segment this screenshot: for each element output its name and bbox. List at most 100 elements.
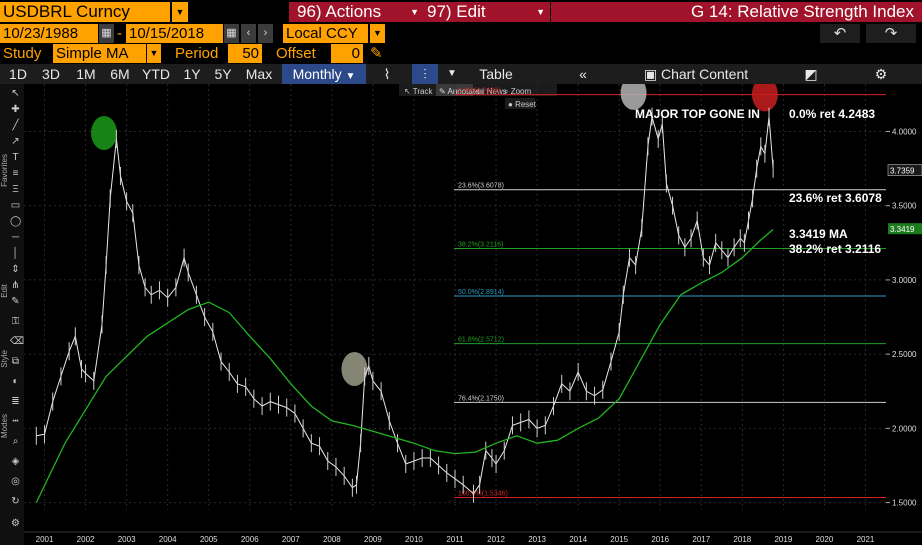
start-date-field[interactable]: 10/23/1988: [0, 24, 98, 43]
x-tick-label: 2017: [692, 535, 710, 544]
snapshot-icon[interactable]: ◎: [11, 476, 20, 487]
reset-label: Reset: [515, 100, 537, 109]
chart-content-button[interactable]: ▣ Chart Content: [636, 64, 756, 84]
track-tool[interactable]: ↖ Track: [404, 87, 433, 96]
ticker-dropdown-icon[interactable]: ▼: [172, 2, 188, 22]
x-tick-label: 2006: [241, 535, 259, 544]
redo-button[interactable]: ↷: [866, 24, 916, 43]
color-icon[interactable]: ◐: [12, 376, 19, 387]
fib-levels: 0.0%(4.2483) 23.6%(3.6078) 38.2%(3.2116) 50…: [454, 88, 886, 498]
actions-menu[interactable]: 96) Actions ▼: [289, 2, 424, 22]
crosshair-icon[interactable]: ✚: [11, 104, 20, 115]
undo-button[interactable]: ↶: [820, 24, 860, 43]
gear-icon[interactable]: ⚙: [11, 518, 20, 529]
frequency-dropdown[interactable]: Monthly ▼: [282, 64, 366, 84]
calendar-icon[interactable]: ▦: [224, 24, 239, 43]
x-tick-label: 2020: [816, 535, 834, 544]
ret-236-label: 23.6% ret 3.6078: [789, 191, 882, 205]
line-chart-icon[interactable]: ⌇: [383, 66, 391, 82]
zoom-tool[interactable]: ⌕ Zoom: [504, 87, 531, 96]
y-tick-label: 2.5000: [892, 350, 917, 359]
pitchfork-icon[interactable]: ⋔: [11, 280, 20, 291]
cursor-icon[interactable]: ↖: [11, 88, 20, 99]
function-title: G 14: Relative Strength Index: [551, 2, 922, 22]
news-label: News: [487, 87, 507, 96]
period-max[interactable]: Max: [245, 66, 273, 82]
sidebar-label-edit: Edit: [0, 284, 9, 298]
vline-icon[interactable]: │: [12, 248, 19, 259]
annotation-icon[interactable]: ✎: [11, 296, 20, 307]
period-field[interactable]: 50: [228, 44, 262, 63]
currency-dropdown-icon[interactable]: ▼: [370, 24, 385, 43]
period-6m[interactable]: 6M: [110, 66, 130, 82]
calendar-icon[interactable]: ▦: [99, 24, 114, 43]
period-ytd[interactable]: YTD: [142, 66, 170, 82]
period-3d[interactable]: 3D: [42, 66, 60, 82]
table-button[interactable]: Table: [479, 66, 513, 82]
fib-level-label: 61.8%(2.5712): [458, 337, 504, 344]
period-1d[interactable]: 1D: [9, 66, 27, 82]
ticker-field[interactable]: USDBRL Curncy: [0, 2, 170, 22]
x-tick-label: 2009: [364, 535, 382, 544]
draw-tool-icon[interactable]: ◩: [804, 66, 818, 82]
fib-level-label: 23.6%(3.6078): [458, 183, 504, 190]
news-tool[interactable]: ▤ News: [477, 87, 507, 96]
price-chart[interactable]: ↖ Track ✎ Annotate ▤ News ⌕ Zoom ● Reset…: [24, 84, 922, 545]
end-date-field[interactable]: 10/15/2018: [126, 24, 223, 43]
x-axis: 2001 2002 2003 2004 2005 2006 2007 2008 2009 2010…: [24, 531, 922, 544]
rectangle-icon[interactable]: ▭: [10, 200, 21, 211]
chart-content-label: Chart Content: [660, 66, 749, 82]
fibonacci-icon[interactable]: Ξ: [12, 184, 19, 195]
collapse-left-icon[interactable]: «: [579, 66, 587, 82]
lock-icon[interactable]: ⚿: [11, 316, 20, 327]
chevron-down-icon: ▼: [345, 71, 356, 82]
offset-field[interactable]: 0: [331, 44, 363, 63]
ret-382-label: 38.2% ret 3.2116: [789, 242, 881, 256]
mode-icon[interactable]: ◈: [11, 456, 20, 467]
study-dropdown-icon[interactable]: ▼: [147, 44, 161, 63]
chart-type-dropdown-icon[interactable]: ▼: [447, 68, 457, 79]
edit-menu[interactable]: 97) Edit ▼: [419, 2, 550, 22]
x-tick-label: 2004: [159, 535, 177, 544]
ellipse-icon[interactable]: ◯: [10, 216, 22, 227]
gear-icon[interactable]: ⚙: [874, 66, 888, 82]
x-tick-label: 2011: [446, 535, 464, 544]
period-5y[interactable]: 5Y: [214, 66, 232, 82]
fib-level-label: 0.0%(4.2483): [458, 88, 500, 95]
chevron-left-icon[interactable]: ‹: [241, 24, 256, 43]
copy-icon[interactable]: ⧉: [11, 356, 20, 367]
annotate-icon: ✎: [439, 87, 447, 96]
currency-field[interactable]: Local CCY: [283, 24, 368, 43]
trend-line-icon[interactable]: ╱: [12, 120, 19, 131]
track-label: Track: [413, 87, 434, 96]
search-icon[interactable]: ⌕: [12, 436, 19, 447]
period-1y[interactable]: 1Y: [183, 66, 201, 82]
pencil-icon[interactable]: ✎: [370, 45, 383, 62]
chevron-right-icon[interactable]: ›: [258, 24, 273, 43]
x-tick-label: 2021: [857, 535, 875, 544]
refresh-icon[interactable]: ↻: [11, 496, 20, 507]
channel-icon[interactable]: ≡: [12, 168, 19, 179]
period-1m[interactable]: 1M: [76, 66, 96, 82]
news-icon: ▤: [477, 87, 487, 96]
actions-label: 96) Actions: [297, 2, 382, 21]
line-style-icon[interactable]: ┅: [12, 416, 19, 427]
chevron-down-icon: ▼: [536, 7, 545, 17]
arrow-icon[interactable]: ↗: [11, 136, 20, 147]
date-range-row: 10/23/1988 ▦ - 10/15/2018 ▦ ‹ › Local CC…: [0, 24, 922, 44]
ma-value-tag: [888, 223, 922, 235]
ma-series-line: [35, 229, 774, 503]
text-icon[interactable]: T: [12, 152, 19, 163]
bar-chart-icon[interactable]: ⫶: [412, 64, 438, 84]
trash-icon[interactable]: ⌫: [10, 336, 25, 347]
annotate-tool[interactable]: ✎ Annotate: [439, 87, 480, 96]
line-width-icon[interactable]: ≣: [11, 396, 20, 407]
study-type-field[interactable]: Simple MA: [53, 44, 146, 63]
x-tick-label: 2013: [528, 535, 546, 544]
hline-icon[interactable]: ─: [11, 232, 20, 243]
measure-icon[interactable]: ⇕: [11, 264, 20, 275]
sidebar-label-favorites: Favorites: [0, 154, 9, 187]
reset-button[interactable]: ● Reset: [508, 100, 537, 109]
x-tick-label: 2002: [77, 535, 95, 544]
highlight-circles: [91, 84, 778, 386]
